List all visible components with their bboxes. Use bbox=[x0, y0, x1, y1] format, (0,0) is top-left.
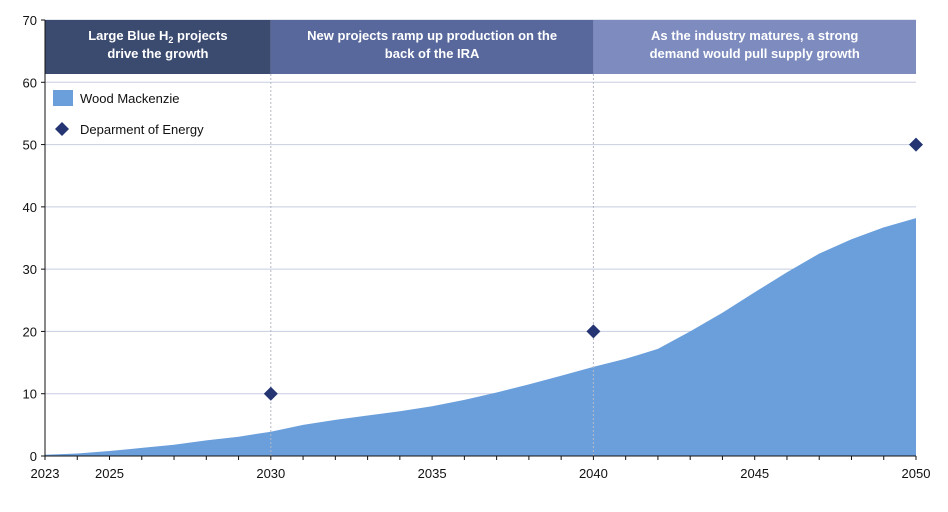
phase-banner-title: Large Blue H2 projects bbox=[88, 28, 227, 45]
phase-banner-subtitle: drive the growth bbox=[107, 46, 208, 61]
y-tick-label: 40 bbox=[23, 200, 37, 215]
phase-banner-title: As the industry matures, a strong bbox=[651, 28, 858, 43]
y-tick-label: 30 bbox=[23, 262, 37, 277]
x-tick-label: 2045 bbox=[740, 466, 769, 481]
y-tick-label: 50 bbox=[23, 138, 37, 153]
x-tick-label: 2023 bbox=[31, 466, 60, 481]
area-wood-mackenzie bbox=[45, 218, 916, 456]
scatter-series-layer bbox=[263, 137, 923, 401]
phase-banner bbox=[45, 20, 271, 74]
phase-banner-title-main: New projects ramp up production on the bbox=[307, 28, 557, 43]
legend-label-wood-mackenzie: Wood Mackenzie bbox=[80, 91, 179, 106]
phase-banner-title-main: As the industry matures, a strong bbox=[651, 28, 858, 43]
area-series-layer bbox=[45, 218, 916, 456]
x-tick-label: 2040 bbox=[579, 466, 608, 481]
x-tick-label: 2030 bbox=[256, 466, 285, 481]
phase-banner-title-main: Large Blue H bbox=[88, 28, 168, 43]
phase-banner-subtitle: demand would pull supply growth bbox=[650, 46, 860, 61]
phase-banner-subscript: 2 bbox=[168, 35, 173, 45]
y-tick-label: 60 bbox=[23, 75, 37, 90]
y-tick-label: 70 bbox=[23, 13, 37, 28]
phase-banner-title: New projects ramp up production on the bbox=[307, 28, 557, 43]
phase-banner bbox=[593, 20, 916, 74]
legend-swatch-wood-mackenzie bbox=[53, 90, 73, 106]
x-tick-label: 2050 bbox=[902, 466, 931, 481]
legend: Wood Mackenzie Deparment of Energy bbox=[53, 90, 204, 137]
scatter-point-department-of-energy bbox=[263, 386, 278, 401]
x-tick-label: 2025 bbox=[95, 466, 124, 481]
legend-label-department-of-energy: Deparment of Energy bbox=[80, 122, 204, 137]
phase-banner-title-tail: projects bbox=[173, 28, 227, 43]
x-tick-label: 2035 bbox=[418, 466, 447, 481]
phase-banner-subtitle: back of the IRA bbox=[385, 46, 480, 61]
y-tick-label: 10 bbox=[23, 387, 37, 402]
legend-marker-department-of-energy bbox=[55, 122, 69, 136]
y-tick-label: 20 bbox=[23, 324, 37, 339]
phase-banner bbox=[270, 20, 594, 74]
y-tick-label: 0 bbox=[30, 449, 37, 464]
scatter-point-department-of-energy bbox=[586, 324, 601, 339]
scatter-point-department-of-energy bbox=[909, 137, 923, 152]
